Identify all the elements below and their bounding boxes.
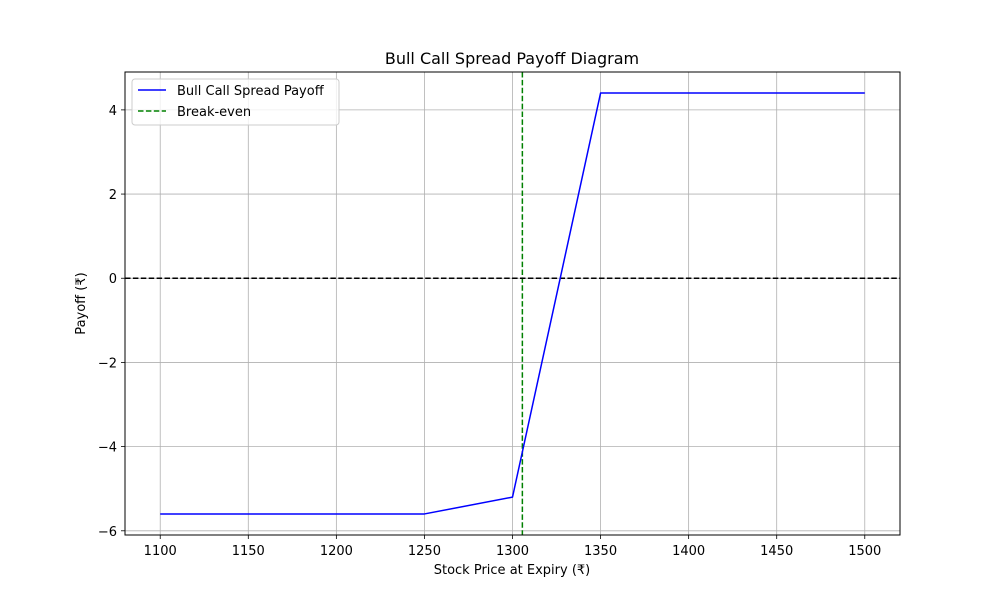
y-tick-label: −6 (98, 525, 117, 540)
x-tick-label: 1100 (144, 544, 177, 559)
payoff-series-line (160, 92, 865, 515)
legend: Bull Call Spread Payoff Break-even (131, 78, 340, 126)
series-lines (160, 92, 865, 515)
x-axis-label: Stock Price at Expiry (₹) (434, 563, 591, 578)
x-tick-label: 1300 (496, 544, 529, 559)
legend-label-break-even: Break-even (177, 105, 251, 120)
legend-box (131, 78, 340, 126)
y-tick-label: −4 (98, 441, 117, 456)
x-tick-label: 1200 (320, 544, 353, 559)
x-tick-label: 1250 (408, 544, 441, 559)
reference-lines (125, 72, 900, 535)
x-tick-label: 1350 (584, 544, 617, 559)
x-tick-label: 1450 (760, 544, 793, 559)
legend-label-payoff: Bull Call Spread Payoff (177, 84, 325, 99)
x-tick-label: 1400 (672, 544, 705, 559)
y-tick-label: 0 (109, 272, 117, 287)
y-axis-ticks: −6 −4 −2 0 2 4 (98, 104, 125, 540)
y-tick-label: 2 (109, 188, 117, 203)
chart-title: Bull Call Spread Payoff Diagram (385, 49, 639, 68)
y-tick-label: 4 (109, 104, 117, 119)
x-tick-label: 1150 (232, 544, 265, 559)
y-tick-label: −2 (98, 356, 117, 371)
y-axis-label: Payoff (₹) (74, 272, 89, 334)
x-axis-ticks: 1100 1150 1200 1250 1300 1350 1400 1450 1500 (144, 535, 881, 559)
x-tick-label: 1500 (848, 544, 881, 559)
